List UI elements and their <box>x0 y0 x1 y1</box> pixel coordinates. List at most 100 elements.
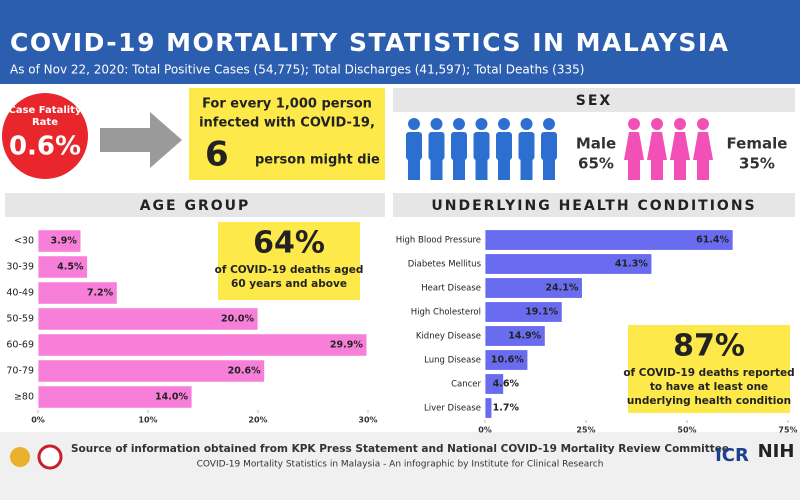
callout-text: For every 1,000 person <box>202 97 372 112</box>
bar <box>484 373 504 395</box>
logo-nih: NIH <box>758 441 795 462</box>
value-label: 24.1% <box>545 283 578 294</box>
category-label: Lung Disease <box>424 356 481 366</box>
bar <box>484 325 546 347</box>
value-label: 14.0% <box>155 392 188 403</box>
callout-box <box>189 88 385 180</box>
icon-body <box>518 132 535 160</box>
title: COVID-19 MORTALITY STATISTICS IN MALAYSI… <box>10 28 730 57</box>
icon-head <box>475 118 488 130</box>
icon-head <box>697 118 709 130</box>
x-tick-label: 50% <box>677 426 696 435</box>
category-label: 30-39 <box>6 262 34 273</box>
cfr-value: 0.6% <box>9 132 81 162</box>
bar <box>484 253 653 275</box>
icon-legs <box>628 158 640 180</box>
arrow <box>100 112 182 168</box>
category-label: 40-49 <box>6 288 34 299</box>
note-value: 87% <box>673 329 745 364</box>
category-label: 70-79 <box>6 366 34 377</box>
footer-credit: COVID-19 Mortality Statistics in Malaysi… <box>197 460 604 470</box>
logo <box>37 444 63 470</box>
bar <box>37 255 88 279</box>
category-label: Liver Disease <box>424 404 481 414</box>
icon-body <box>496 132 512 160</box>
category-label: Diabetes Mellitus <box>408 260 482 270</box>
icon-body <box>670 132 690 160</box>
category-label: Heart Disease <box>421 284 481 294</box>
value-label: 14.9% <box>508 331 541 342</box>
section-bar <box>393 193 795 217</box>
bar <box>484 301 563 323</box>
cfr-circle <box>2 93 88 179</box>
value-label: 19.1% <box>525 307 558 318</box>
category-label: Cancer <box>451 380 481 390</box>
category-label: High Cholesterol <box>411 308 481 318</box>
note-text: of COVID-19 deaths reported <box>623 367 794 379</box>
icon-body <box>541 132 557 160</box>
icon-body <box>428 132 445 160</box>
cfr-label: Rate <box>32 117 58 128</box>
value-label: 20.6% <box>228 366 261 377</box>
bar <box>484 397 493 419</box>
value-label: 3.9% <box>51 236 78 247</box>
person-icons <box>406 118 713 180</box>
value-label: 7.2% <box>87 288 114 299</box>
callout-number: 6 <box>205 135 229 175</box>
male-value: 65% <box>578 155 614 173</box>
bar <box>37 229 82 253</box>
category-label: ≥80 <box>14 392 34 403</box>
bar <box>37 333 368 357</box>
x-tick-label: 0% <box>478 426 492 435</box>
bar <box>484 229 734 251</box>
icon-head <box>543 118 555 130</box>
bar <box>37 359 266 383</box>
icon-legs <box>674 158 686 180</box>
x-tick-label: 10% <box>138 416 157 425</box>
logo-icr: ICR <box>715 445 749 466</box>
icon-head <box>408 118 420 130</box>
value-label: 4.6% <box>493 379 520 390</box>
icon-body <box>647 132 667 160</box>
section-title: AGE GROUP <box>140 198 251 214</box>
callout-text: infected with COVID-19, <box>199 116 375 131</box>
x-tick-label: 20% <box>248 416 267 425</box>
value-label: 61.4% <box>696 235 729 246</box>
icon-body <box>624 132 644 160</box>
icon-head <box>651 118 663 130</box>
x-tick-label: 30% <box>358 416 377 425</box>
icon-legs <box>408 158 420 180</box>
icon-head <box>498 118 510 130</box>
bar <box>37 385 193 409</box>
value-label: 10.6% <box>491 355 524 366</box>
icon-body <box>693 132 713 160</box>
male-label: Male <box>576 135 616 153</box>
icon-legs <box>543 158 555 180</box>
icon-legs <box>430 158 443 180</box>
value-label: 29.9% <box>330 340 363 351</box>
logo <box>10 447 30 467</box>
x-tick-label: 75% <box>778 426 797 435</box>
footer-band <box>0 432 800 500</box>
icon-legs <box>453 158 465 180</box>
x-tick-label: 0% <box>31 416 45 425</box>
category-label: High Blood Pressure <box>396 236 481 246</box>
icon-legs <box>520 158 533 180</box>
value-label: 20.0% <box>221 314 254 325</box>
category-label: 50-59 <box>6 314 34 325</box>
icon-legs <box>475 158 488 180</box>
note-box <box>628 325 790 413</box>
category-label: 60-69 <box>6 340 34 351</box>
note-text: underlying health condition <box>627 395 791 407</box>
header-band <box>0 0 800 84</box>
footer-source: Source of information obtained from KPK … <box>71 443 729 455</box>
note-text: of COVID-19 deaths aged <box>215 264 364 276</box>
bar <box>37 281 118 305</box>
note-box <box>218 222 360 300</box>
icon-head <box>520 118 533 130</box>
section-title: SEX <box>576 93 612 109</box>
icon-legs <box>651 158 663 180</box>
note-value: 64% <box>253 226 325 261</box>
icon-head <box>453 118 465 130</box>
icon-head <box>674 118 686 130</box>
